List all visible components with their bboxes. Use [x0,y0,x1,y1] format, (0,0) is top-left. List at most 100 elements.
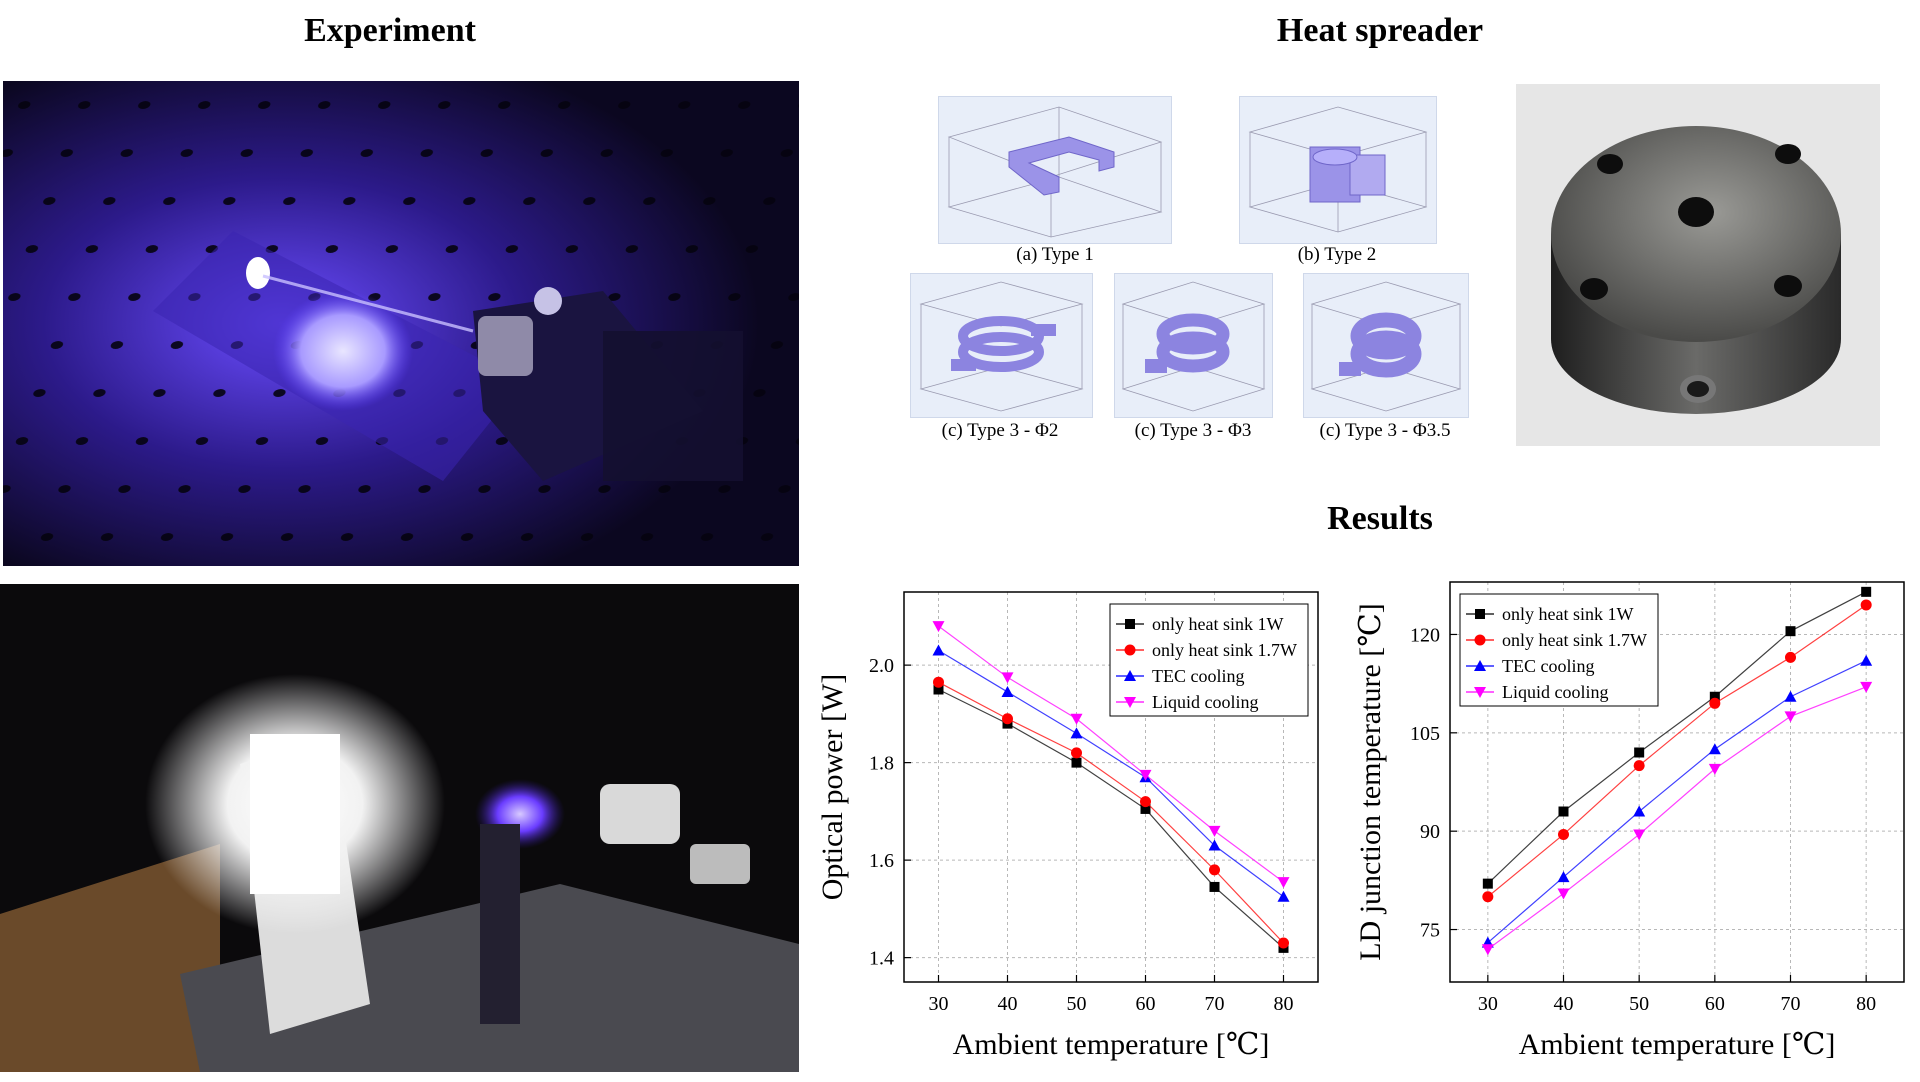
junction-temperature-chart: 30 40 50 60 70 80 75 90 105 120 Ambient temperatur… [1354,570,1920,1080]
legend-marker [1474,634,1486,646]
caption-type3-phi3: (c) Type 3 - Φ3 [1134,420,1252,441]
x-tick-label: 60 [1136,993,1156,1015]
heat-spreader-metal-photo [1516,84,1880,446]
data-point [933,684,944,695]
y-tick-label: 105 [1410,723,1440,745]
legend-marker [1475,609,1485,619]
data-point [1070,727,1083,739]
x-axis-label: Ambient temperature [℃] [953,1028,1270,1061]
x-tick-label: 40 [1554,993,1574,1015]
data-point [1139,769,1152,781]
y-axis-label: LD junction temperature [℃] [1354,603,1387,961]
x-tick-label: 60 [1705,993,1725,1015]
caption-type1: (a) Type 1 [1016,244,1094,265]
y-tick-label: 75 [1420,920,1440,942]
data-point [1633,760,1645,772]
data-point [1860,599,1872,611]
series-line [938,625,1284,883]
data-point [1481,944,1494,956]
data-point [1071,757,1082,768]
legend-box [1459,593,1659,707]
x-axis-label: Ambient temperature [℃] [1519,1028,1836,1061]
legend-label: only heat sink 1W [1152,614,1283,634]
y-axis-label: Optical power [W] [816,674,849,901]
legend-label: TEC cooling [1152,666,1245,686]
legend-marker [1124,697,1136,708]
data-point [1001,685,1014,697]
legend-marker [1124,670,1136,681]
x-tick-label: 30 [1478,993,1498,1015]
data-point [932,644,945,656]
data-point [932,621,945,633]
optical-power-chart: 30 40 50 60 70 80 1.4 1.6 1.8 2.0 Ambient temperat… [816,570,1336,1080]
data-point [1633,805,1646,817]
data-point [1208,825,1221,837]
data-point [1860,654,1873,666]
x-tick-label: 80 [1274,993,1294,1015]
data-point [1634,747,1645,758]
data-point [1557,871,1570,883]
caption-type3-phi2: (c) Type 3 - Φ2 [941,420,1059,441]
x-tick-label: 30 [929,993,949,1015]
heat-spreader-type3-phi3-render [1114,273,1273,418]
y-tick-label: 1.6 [869,850,894,872]
data-point [1277,890,1290,902]
data-point [1633,829,1646,841]
data-point [1209,864,1220,876]
white-light-experiment-photo [0,584,799,1072]
series-line [1487,686,1867,950]
x-tick-label: 80 [1856,993,1876,1015]
heat-spreader-type2-render [1239,96,1437,244]
data-point [1785,626,1796,637]
data-point [1860,681,1873,693]
data-point [1708,743,1721,755]
series-line [1487,604,1867,898]
data-point [1209,881,1220,892]
x-tick-label: 50 [1067,993,1087,1015]
y-tick-label: 1.4 [869,948,894,970]
data-point [1071,747,1082,759]
laser-experiment-photo [3,81,799,566]
data-point [1784,711,1797,723]
data-point [1785,651,1796,663]
plot-frame [903,591,1319,983]
optical-power-chart-svg: 30 40 50 60 70 80 1.4 1.6 1.8 2.0 Ambient temperat… [816,591,1319,1061]
caption-type3-phi3-5: (c) Type 3 - Φ3.5 [1319,420,1451,441]
data-point [1140,803,1151,814]
legend-marker [1474,687,1486,698]
data-point [1861,586,1872,597]
plot-frame [1449,581,1905,983]
legend-label: Liquid cooling [1152,692,1259,712]
series-line [938,688,1284,949]
data-point [1709,691,1720,702]
y-tick-label: 1.8 [869,753,894,775]
legend-marker [1125,619,1135,629]
data-point [1001,672,1014,684]
data-point [1278,937,1289,949]
legend-label: only heat sink 1.7W [1502,630,1647,650]
y-tick-label: 120 [1410,624,1440,646]
x-tick-label: 70 [1205,993,1225,1015]
data-point [1557,888,1570,900]
experiment-heading: Experiment [304,12,476,49]
legend-marker [1124,644,1136,656]
data-point [1709,697,1721,709]
legend-label: only heat sink 1W [1502,604,1633,624]
caption-type2: (b) Type 2 [1297,244,1377,265]
heat-spreader-type1-render [938,96,1172,244]
data-point [1708,763,1721,775]
data-point [933,676,944,688]
junction-temperature-chart-svg: 30 40 50 60 70 80 75 90 105 120 Ambient temperatur… [1354,581,1905,1061]
heat-spreader-type3-phi2-render [910,273,1093,418]
data-point [1558,806,1569,817]
x-tick-label: 50 [1629,993,1649,1015]
legend-label: Liquid cooling [1502,682,1609,702]
results-heading: Results [1327,500,1433,537]
data-point [1482,891,1494,903]
y-tick-label: 90 [1420,821,1440,843]
data-point [1070,713,1083,725]
series-line [938,681,1284,944]
legend-label: TEC cooling [1502,656,1595,676]
data-point [1208,839,1221,851]
data-point [1482,878,1493,889]
